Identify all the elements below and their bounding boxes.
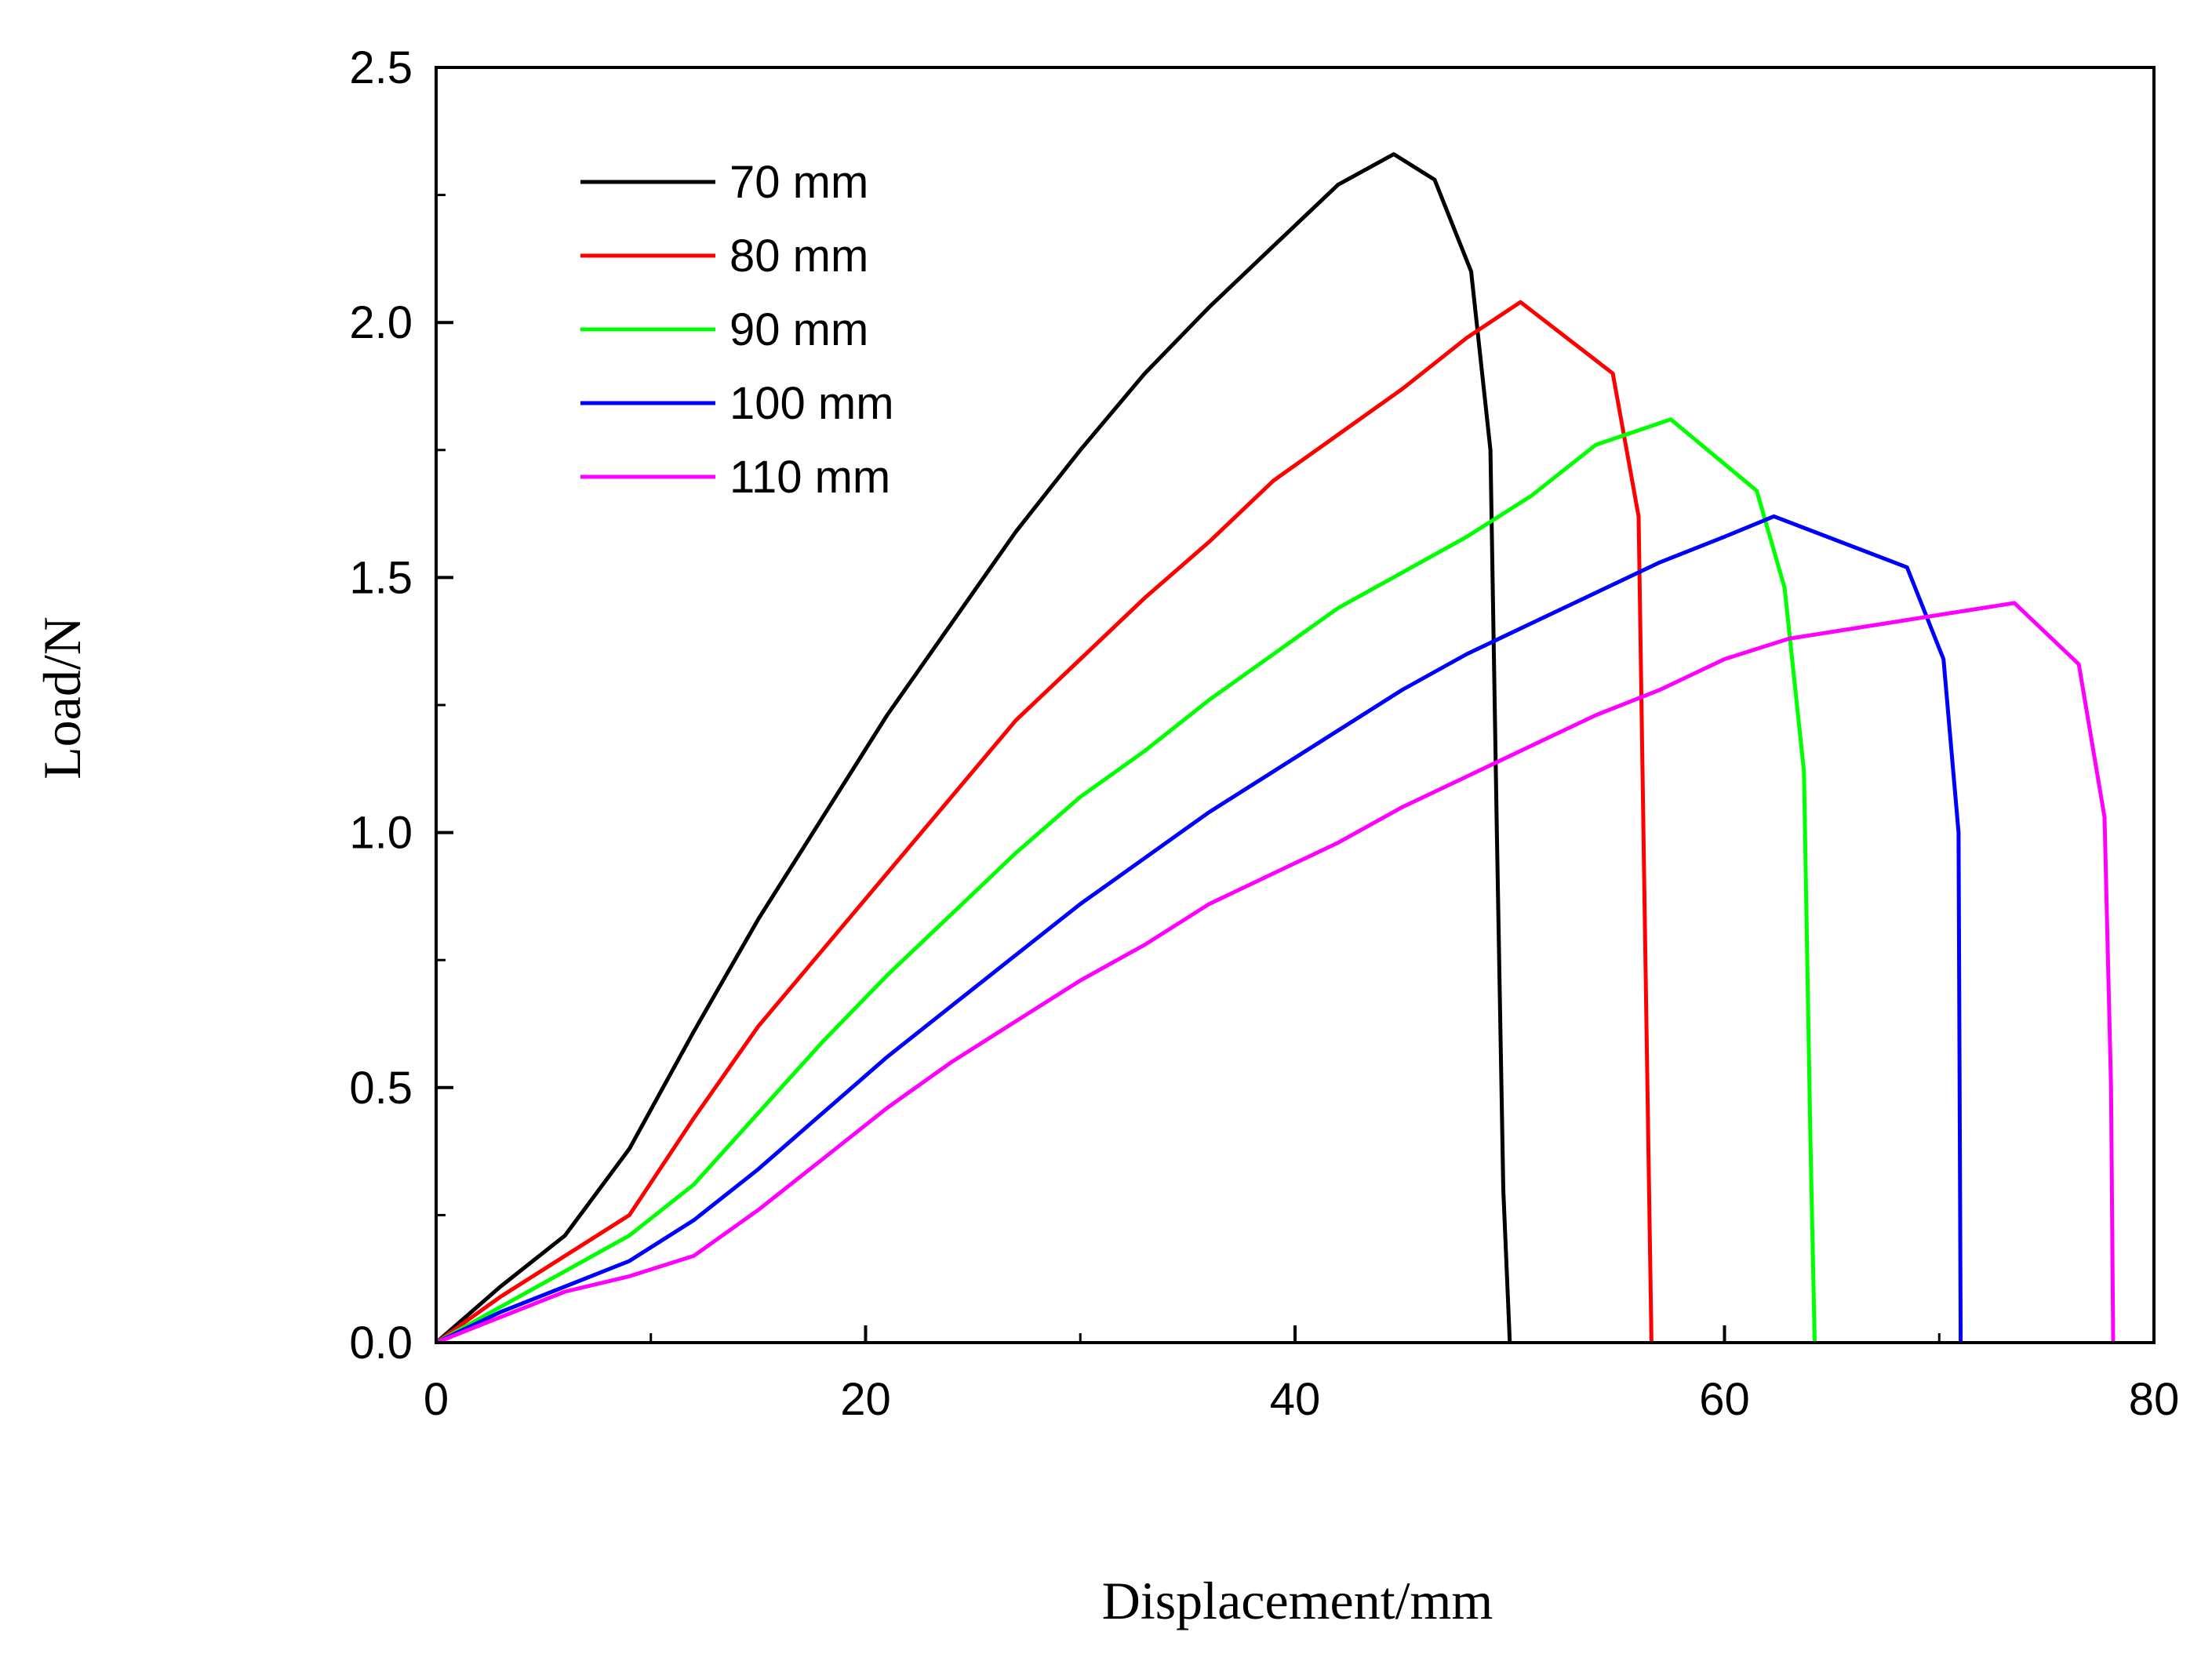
legend-label: 100 mm [729,378,894,429]
x-tick-label: 0 [424,1374,449,1425]
y-tick-label: 0.0 [349,1318,413,1368]
x-tick-label: 80 [2129,1374,2180,1425]
y-tick-label: 2.5 [349,42,413,93]
x-tick-label: 40 [1270,1374,1321,1425]
series-line-1 [435,152,1512,1344]
y-tick-label: 2.0 [349,297,413,348]
x-axis-title: Displacement/mm [1102,1571,1493,1630]
tick-labels: 0 20 40 60 80 0.0 0.5 1.0 1.5 2.0 2.5 [349,42,2179,1425]
series-line-4 [435,514,1963,1345]
y-axis-title: Load/N [32,616,92,780]
plot-lines [435,152,2116,1345]
legend-label: 70 mm [729,157,868,208]
legend-label: 90 mm [729,304,868,355]
y-tick-label: 1.0 [349,808,413,859]
legend-label: 80 mm [729,231,868,282]
plot-frame [435,66,2156,1344]
legend-label: 110 mm [729,452,890,503]
y-tick-label: 1.5 [349,552,413,603]
x-tick-label: 20 [840,1374,891,1425]
series-line-3 [435,417,1817,1345]
axis-ticks [435,66,2156,1344]
legend: 70 mm 80 mm 90 mm 100 mm 110 mm [580,157,894,503]
y-tick-label: 0.5 [349,1063,413,1114]
series-line-2 [435,300,1654,1345]
series-line-5 [435,601,2116,1345]
x-tick-label: 60 [1699,1374,1750,1425]
